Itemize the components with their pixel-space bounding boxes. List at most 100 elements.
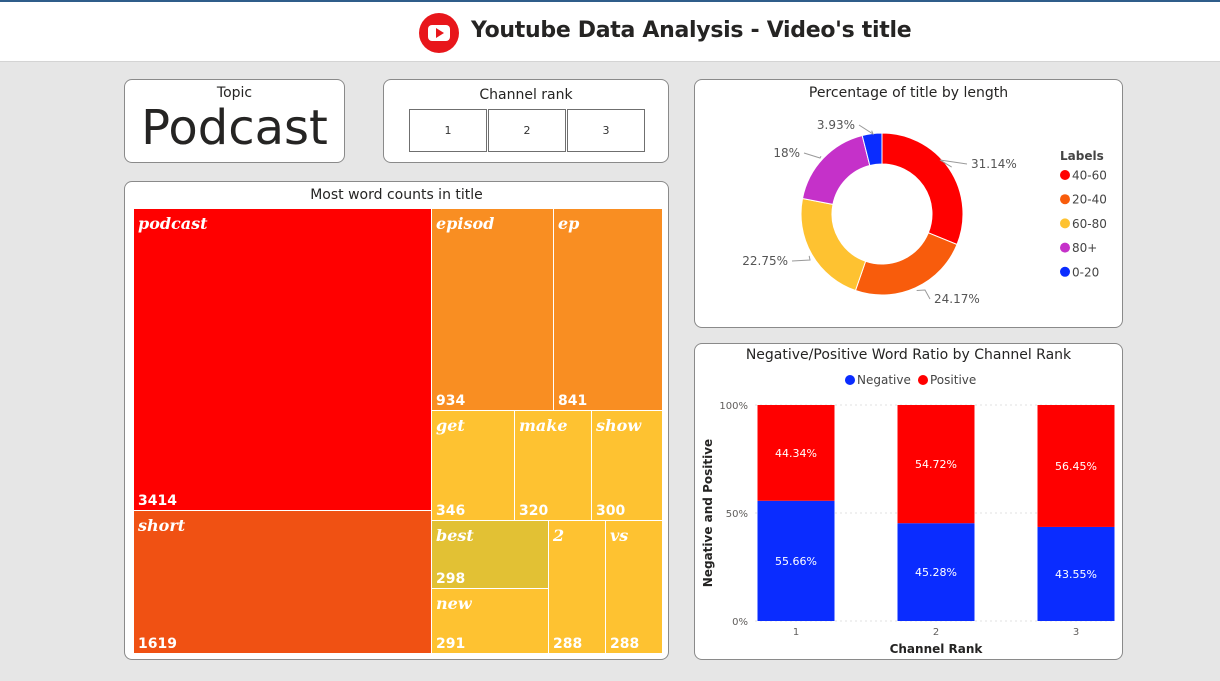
legend-marker-60-80 [1060,218,1070,229]
bar-negative-rank-3[interactable] [1037,526,1115,621]
tile-value: 288 [553,636,583,652]
treemap-tile-get[interactable]: get 346 [431,410,515,521]
donut-slice-0-20[interactable] [861,132,883,167]
donut-chart-card: Percentage of title by length 31.14% 24.1… [694,79,1123,328]
bar-data-label: 55.66% [775,555,817,568]
bar-chart-title: Negative/Positive Word Ratio by Channel … [745,347,1072,363]
y-tick-label: 0% [732,617,748,628]
donut-data-label: 18% [773,146,800,160]
topic-value: Podcast [141,100,328,156]
tile-label: get [436,416,465,435]
legend-label-0-20[interactable]: 0-20 [1072,265,1099,279]
tile-value: 288 [610,636,640,652]
tile-value: 841 [558,393,588,409]
tile-label: make [519,416,568,435]
topic-card: Topic Podcast [124,79,345,163]
tile-value: 300 [596,503,626,519]
donut-leader-line [916,289,931,300]
topic-label: Topic [216,85,253,101]
tile-value: 1619 [138,636,177,652]
treemap-tile-short[interactable]: short 1619 [133,510,432,654]
youtube-logo-icon [419,13,459,53]
treemap-tile-ep[interactable]: ep 841 [553,208,663,411]
channel-rank-option-1[interactable]: 1 [409,109,487,152]
bar-data-label: 44.34% [775,447,817,460]
tile-label: 2 [553,526,565,545]
donut-slice-60-80[interactable] [800,197,867,292]
bar-positive-rank-3[interactable] [1037,405,1115,527]
page-title: Youtube Data Analysis - Video's title [471,18,912,43]
y-tick-label: 100% [719,401,748,412]
tile-label: ep [558,214,580,233]
bar-positive-rank-1[interactable] [757,405,835,501]
treemap-tile-show[interactable]: show 300 [591,410,663,521]
donut-leader-line [858,124,875,136]
treemap-title: Most word counts in title [310,187,483,203]
legend-marker-0-20 [1060,266,1070,277]
donut-slice-20-40[interactable] [854,232,958,296]
treemap-tile-2[interactable]: 2 288 [548,520,606,654]
legend-marker-positive [918,375,928,385]
bar-negative-rank-2[interactable] [897,523,975,621]
treemap-tile-vs[interactable]: vs 288 [605,520,663,654]
donut-chart: 31.14% 24.17% 22.75% 18% 3.93% Labels 40-60 20-… [742,118,1107,306]
treemap-tile-episod[interactable]: episod 934 [431,208,554,411]
tile-value: 346 [436,503,466,519]
x-tick-label: 1 [793,627,799,638]
legend-label-20-40[interactable]: 20-40 [1072,193,1107,207]
channel-rank-option-3[interactable]: 3 [567,109,645,152]
header-bar: Youtube Data Analysis - Video's title [0,0,1220,62]
donut-data-label: 24.17% [934,292,980,306]
y-axis-title: Negative and Positive [701,439,715,587]
x-axis-title: Channel Rank [890,642,984,656]
tile-label: episod [436,214,495,233]
treemap-tile-make[interactable]: make 320 [514,410,592,521]
donut-data-label: 31.14% [971,157,1017,171]
legend-marker-80+ [1060,242,1070,253]
tile-label: new [436,594,472,613]
tile-label: vs [610,526,629,545]
bar-data-label: 56.45% [1055,460,1097,473]
treemap-tile-podcast[interactable]: podcast 3414 [133,208,432,511]
channel-rank-slicer: Channel rank 1 2 3 [383,79,669,163]
donut-leader-line [939,159,968,168]
donut-leader-line [803,152,822,159]
legend-marker-20-40 [1060,194,1070,205]
donut-slice-80+[interactable] [801,134,871,206]
legend-marker-negative [845,375,855,385]
bar-chart: Negative Positive 0% 50% 100% Negative and Po… [701,373,1115,656]
donut-data-label: 22.75% [742,254,788,268]
tile-value: 291 [436,636,466,652]
bar-data-label: 54.72% [915,458,957,471]
tile-value: 298 [436,571,466,587]
legend-marker-40-60 [1060,170,1070,180]
donut-chart-title: Percentage of title by length [808,85,1009,101]
legend-label-negative[interactable]: Negative [857,373,911,387]
tile-value: 934 [436,393,466,409]
tile-value: 320 [519,503,549,519]
treemap-card: Most word counts in title podcast 3414 s… [124,181,669,660]
bar-data-label: 43.55% [1055,568,1097,581]
legend-label-40-60[interactable]: 40-60 [1072,169,1107,183]
channel-rank-option-2[interactable]: 2 [488,109,566,152]
bar-data-label: 45.28% [915,566,957,579]
legend-label-60-80[interactable]: 60-80 [1072,217,1107,231]
bar-negative-rank-1[interactable] [757,500,835,621]
legend-label-positive[interactable]: Positive [930,373,976,387]
channel-rank-label: Channel rank [479,87,573,103]
y-tick-label: 50% [726,509,748,520]
legend-label-80+[interactable]: 80+ [1072,241,1097,255]
treemap-tile-best[interactable]: best 298 [431,520,549,589]
donut-slice-40-60[interactable] [881,132,964,246]
tile-value: 3414 [138,493,177,509]
bar-positive-rank-2[interactable] [897,405,975,524]
tile-label: podcast [138,214,208,233]
tile-label: best [436,526,474,545]
donut-legend-title: Labels [1060,149,1104,163]
donut-leader-line [791,255,811,262]
treemap-tile-new[interactable]: new 291 [431,588,549,654]
x-tick-label: 2 [933,627,939,638]
bar-chart-card: Negative/Positive Word Ratio by Channel … [694,343,1123,660]
tile-label: show [596,416,642,435]
tile-label: short [138,516,186,535]
